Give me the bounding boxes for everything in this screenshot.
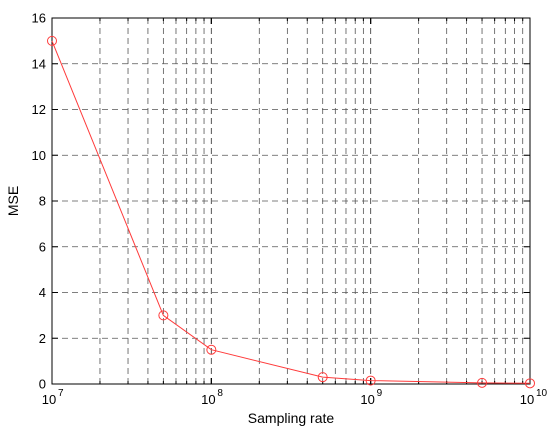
x-axis-title: Sampling rate	[248, 410, 335, 426]
data-point-marker	[206, 344, 217, 355]
data-point-marker	[47, 35, 57, 46]
data-point-marker	[365, 375, 376, 386]
y-tick-label: 12	[32, 102, 46, 117]
grid-layer	[52, 18, 530, 384]
y-axis-title: MSE	[5, 186, 21, 216]
x-tick-label: 10 10	[520, 388, 548, 407]
y-tick-label: 2	[39, 331, 46, 346]
data-point-marker	[477, 377, 488, 388]
x-tick-label: 10 7	[42, 388, 64, 407]
x-tick-labels: 10 7 10 8 10 9 10 10	[42, 388, 548, 407]
x-tick-label-exponent: 7	[58, 388, 64, 399]
x-tick-label-base: 10	[360, 392, 374, 407]
data-point-marker	[525, 378, 535, 389]
y-tick-label: 8	[39, 194, 46, 209]
data-point-marker	[317, 372, 328, 383]
x-tick-label-base: 10	[201, 392, 215, 407]
x-tick-label: 10 8	[201, 388, 223, 407]
series-line	[51, 40, 531, 384]
x-tick-label-exponent: 9	[377, 388, 383, 399]
y-tick-label: 14	[32, 56, 46, 71]
data-point-marker	[158, 310, 169, 321]
series-layer	[47, 35, 535, 389]
y-tick-label: 10	[32, 148, 46, 163]
y-tick-label: 16	[32, 11, 46, 26]
x-tick-label-exponent: 10	[536, 388, 548, 399]
y-tick-label: 0	[39, 377, 46, 392]
x-tick-label-base: 10	[42, 392, 56, 407]
x-tick-label: 10 9	[360, 388, 382, 407]
y-tick-labels: 0 2 4 6 8 10 12 14 16	[32, 11, 46, 392]
x-tick-label-base: 10	[520, 392, 534, 407]
y-tick-label: 6	[39, 239, 46, 254]
x-tick-label-exponent: 8	[217, 388, 223, 399]
y-tick-label: 4	[39, 285, 46, 300]
